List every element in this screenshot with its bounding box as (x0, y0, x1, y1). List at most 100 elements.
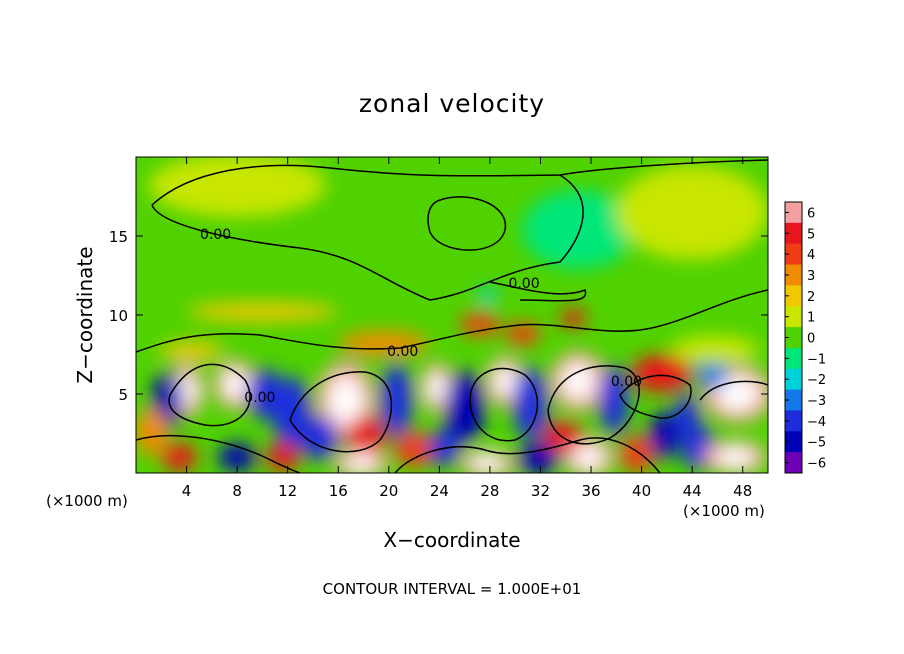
colorbar-swatch-1 (785, 222, 802, 245)
colorbar-swatch-4 (785, 285, 802, 307)
colorbar-label-5: 1 (807, 311, 815, 326)
field-feature-31 (620, 435, 653, 473)
contour-label-1: 0.00 (508, 276, 539, 292)
field-feature-11 (512, 367, 549, 440)
x-unit-right: (×1000 m) (683, 502, 765, 520)
field-feature-28 (516, 442, 560, 473)
x-tick-label-9: 40 (632, 482, 651, 500)
x-axis-ticks: 4 8 12 16 20 24 28 32 36 40 44 48 (182, 157, 752, 500)
y-tick-label-2: 15 (109, 228, 128, 246)
field-feature-18 (695, 357, 729, 390)
colorbar-swatch-0 (785, 202, 802, 224)
colorbar-swatch-7 (785, 347, 802, 370)
contour-labels: 0.00 0.00 0.00 0.00 0.00 (200, 227, 642, 406)
velocity-field (136, 157, 768, 473)
field-core-10 (493, 366, 517, 397)
contour-line (136, 434, 301, 473)
field-core-12 (561, 363, 596, 400)
colorbar-label-11: −5 (807, 436, 826, 451)
x-tick-label-7: 32 (531, 482, 550, 500)
field-feature-15 (649, 411, 680, 459)
contour-line (427, 196, 506, 251)
field-core-27 (470, 454, 505, 473)
colorbar-label-4: 2 (807, 290, 815, 305)
field-feature-44 (616, 164, 768, 260)
field-feature-37 (505, 322, 541, 346)
field-core-5 (328, 376, 364, 425)
contour-line (394, 437, 661, 473)
colorbar-swatch-2 (785, 243, 802, 266)
x-unit-left: (×1000 m) (46, 492, 128, 510)
contour-line (151, 159, 768, 206)
colorbar-label-3: 3 (807, 269, 815, 284)
contour-label-0: 0.00 (200, 227, 231, 243)
y-axis-label: Z−coordinate (73, 246, 97, 383)
field-feature-43 (148, 157, 326, 218)
colorbar-swatch-9 (785, 389, 802, 411)
field-feature-42 (521, 190, 636, 270)
x-tick-label-2: 12 (278, 482, 297, 500)
contour-label-2: 0.00 (387, 344, 418, 360)
field-core-33 (716, 446, 755, 468)
field-feature-34 (158, 341, 225, 361)
x-tick-label-3: 16 (329, 482, 348, 500)
plot-area: 0.000.000.000.000.00 4 8 12 16 20 24 28 32 36 40 4… (109, 156, 769, 500)
x-tick-label-5: 24 (430, 482, 449, 500)
field-feature-36 (459, 313, 501, 336)
field-feature-7 (379, 363, 413, 437)
colorbar-label-0: 6 (807, 206, 815, 221)
colorbar-swatch-12 (785, 452, 802, 474)
contour-line (619, 374, 692, 419)
colorbar-label-9: −3 (807, 394, 826, 409)
contour-line (469, 367, 539, 442)
field-feature-41 (477, 288, 498, 304)
field-feature-13 (598, 365, 629, 436)
field-feature-40 (186, 302, 339, 322)
field-feature-19 (136, 408, 168, 456)
y-tick-label-0: 5 (118, 386, 128, 404)
x-tick-label-11: 48 (733, 482, 752, 500)
field-feature-4 (272, 376, 311, 450)
x-tick-label-4: 20 (379, 482, 398, 500)
colorbar-label-12: −6 (807, 457, 826, 472)
x-tick-label-0: 4 (182, 482, 192, 500)
chart-title: zonal velocity (359, 89, 545, 118)
x-tick-label-8: 36 (581, 482, 600, 500)
field-feature-9 (444, 370, 485, 443)
field-core-8 (426, 372, 447, 403)
colorbar-swatch-6 (785, 327, 802, 349)
colorbar-label-7: −1 (807, 352, 826, 367)
contour-interval-note: CONTOUR INTERVAL = 1.000E+01 (323, 580, 582, 598)
colorbar-label-2: 4 (807, 248, 815, 263)
contour-line (489, 281, 587, 302)
field-core-17 (716, 376, 759, 412)
contour-line (168, 363, 251, 427)
field-core-2 (222, 369, 247, 400)
colorbar-swatch-5 (785, 306, 802, 328)
contour-line (289, 371, 393, 453)
colorbar-frame (784, 201, 803, 474)
field-feature-39 (670, 335, 760, 364)
contour-line (699, 380, 768, 401)
y-axis-ticks: 5 10 15 (109, 228, 768, 404)
zero-contours (136, 159, 768, 473)
field-feature-22 (266, 442, 300, 472)
x-axis-label: X−coordinate (383, 528, 520, 552)
colorbar-swatch-10 (785, 410, 802, 432)
x-tick-label-1: 8 (232, 482, 242, 500)
colorbar-label-8: −2 (807, 373, 826, 388)
field-feature-6 (347, 414, 386, 459)
colorbar-label-10: −4 (807, 415, 826, 430)
colorbar-label-6: 0 (807, 332, 815, 347)
colorbar: 6 5 4 3 2 1 0 −1 −2 −3 −4 −5 −6 (784, 201, 826, 474)
field-feature-35 (338, 330, 430, 357)
colorbar-swatch-8 (785, 368, 802, 391)
field-feature-25 (393, 431, 435, 467)
colorbar-swatch-3 (785, 264, 802, 286)
contour-label-3: 0.00 (244, 390, 275, 406)
x-tick-label-10: 44 (683, 482, 702, 500)
y-tick-label-1: 10 (109, 307, 128, 325)
field-core-24 (344, 454, 378, 473)
field-feature-38 (560, 308, 586, 328)
